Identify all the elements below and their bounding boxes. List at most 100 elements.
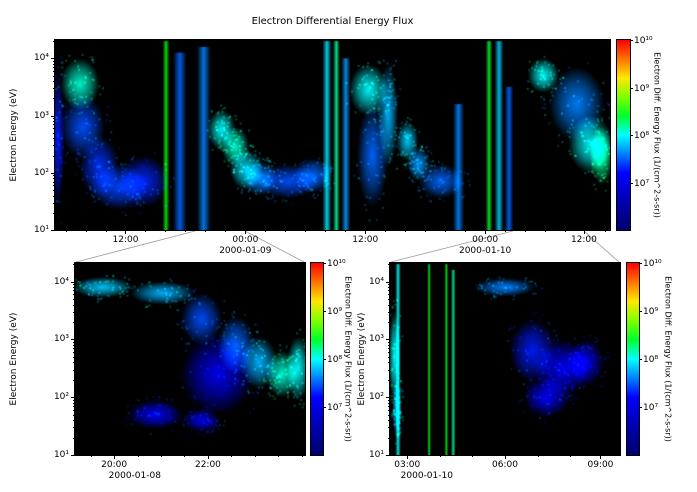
x-minor-tick-mark <box>537 455 539 457</box>
colorbar-tick-mark <box>323 359 326 360</box>
y-minor-tick-mark <box>388 341 390 343</box>
y-minor-tick-mark <box>388 264 390 266</box>
y-minor-tick-mark <box>73 409 75 411</box>
y-tick-label: 10⁴ <box>368 276 384 287</box>
y-minor-tick-mark <box>388 311 390 313</box>
x-minor-tick-mark <box>305 230 307 232</box>
x-tick-mark <box>207 455 209 459</box>
x-date-label: 2000-01-08 <box>108 471 161 481</box>
y-minor-tick-mark <box>388 379 390 381</box>
x-minor-tick-mark <box>345 230 347 232</box>
colorbar-tick-mark <box>630 87 633 89</box>
y-tick-mark <box>51 58 55 60</box>
x-minor-tick-mark <box>184 455 186 457</box>
y-tick-mark <box>51 230 55 231</box>
y-minor-tick-mark <box>73 402 75 404</box>
y-minor-tick-mark <box>388 420 390 422</box>
y-minor-tick-mark <box>53 67 55 69</box>
colorbar-tick-label: 10⁹ <box>327 307 343 317</box>
x-minor-tick-mark <box>285 230 287 232</box>
y-minor-tick-mark <box>388 352 390 354</box>
y-minor-tick-mark <box>53 81 55 83</box>
y-minor-tick-mark <box>388 414 390 416</box>
colorbar-tick-mark <box>323 407 326 408</box>
x-minor-tick-mark <box>425 230 427 232</box>
x-minor-tick-mark <box>545 230 547 232</box>
colorbar-tick-mark <box>630 182 633 184</box>
spectrogram-main <box>55 40 610 230</box>
y-minor-tick-mark <box>53 98 55 100</box>
y-minor-tick-mark <box>73 287 75 289</box>
colorbar-tick-mark <box>630 40 633 41</box>
y-tick-mark <box>386 455 390 456</box>
x-minor-tick-mark <box>161 455 163 457</box>
y-minor-tick-mark <box>73 406 75 408</box>
colorbar-tick-label: 10⁸ <box>327 355 343 365</box>
colorbar-tick-mark <box>639 263 642 264</box>
x-minor-tick-mark <box>165 230 167 232</box>
x-tick-label: 12:00 <box>112 235 139 245</box>
y-minor-tick-mark <box>73 356 75 358</box>
y-tick-label: 10¹ <box>33 225 49 235</box>
y-tick-mark <box>71 397 75 399</box>
y-tick-mark <box>386 397 390 399</box>
x-minor-tick-mark <box>90 455 92 457</box>
colorbar-zoom-left <box>311 263 323 455</box>
y-tick-mark <box>386 281 390 283</box>
x-tick-mark <box>125 230 127 234</box>
y-tick-mark <box>71 339 75 341</box>
y-minor-tick-mark <box>388 437 390 439</box>
y-minor-tick-mark <box>388 348 390 350</box>
y-minor-tick-mark <box>53 145 55 147</box>
colorbar-tick-label: 10¹⁰ <box>643 259 662 269</box>
spectrogram-zoom-right <box>390 263 620 455</box>
x-minor-tick-mark <box>565 230 567 232</box>
x-minor-tick-mark <box>205 230 207 232</box>
y-minor-tick-mark <box>73 399 75 401</box>
y-minor-tick-mark <box>73 304 75 306</box>
x-minor-tick-mark <box>278 455 280 457</box>
y-minor-tick-mark <box>53 155 55 157</box>
y-minor-tick-mark <box>53 124 55 126</box>
x-date-label: 2000-01-09 <box>219 246 272 256</box>
x-tick-mark <box>485 230 487 234</box>
y-tick-label: 10³ <box>53 334 69 345</box>
x-minor-tick-mark <box>385 230 387 232</box>
y-minor-tick-mark <box>53 128 55 130</box>
y-minor-tick-mark <box>73 369 75 371</box>
y-minor-tick-mark <box>53 178 55 180</box>
x-minor-tick-mark <box>405 230 407 232</box>
y-minor-tick-mark <box>388 409 390 411</box>
y-tick-label: 10² <box>368 392 384 403</box>
colorbar-tick-label: 10⁹ <box>643 307 659 317</box>
spectrogram-zoom-left <box>75 263 305 455</box>
colorbar-tick-label: 10⁹ <box>634 83 650 94</box>
x-minor-tick-mark <box>525 230 527 232</box>
y-minor-tick-mark <box>388 362 390 364</box>
colorbar-tick-label: 10⁷ <box>634 178 650 189</box>
y-tick-label: 10⁴ <box>33 53 49 64</box>
y-minor-tick-mark <box>53 189 55 191</box>
colorbar-main <box>617 40 630 230</box>
x-tick-mark <box>245 230 247 234</box>
y-tick-label: 10⁴ <box>53 276 69 287</box>
y-tick-mark <box>386 339 390 341</box>
x-minor-tick-mark <box>65 230 67 232</box>
y-minor-tick-mark <box>73 420 75 422</box>
x-tick-label: 06:00 <box>492 460 518 470</box>
colorbar-tick-mark <box>639 407 642 408</box>
x-date-label: 2000-01-10 <box>400 471 453 481</box>
y-minor-tick-mark <box>73 379 75 381</box>
x-tick-label: 00:00 <box>232 235 259 245</box>
x-minor-tick-mark <box>105 230 107 232</box>
y-minor-tick-mark <box>73 311 75 313</box>
y-tick-label: 10² <box>33 167 49 178</box>
x-date-label: 2000-01-10 <box>458 246 512 256</box>
y-tick-label: 10² <box>53 392 69 403</box>
x-minor-tick-mark <box>505 230 507 232</box>
x-tick-label: 00:00 <box>472 235 499 245</box>
y-minor-tick-mark <box>53 202 55 204</box>
y-tick-label: 10¹ <box>368 450 384 460</box>
